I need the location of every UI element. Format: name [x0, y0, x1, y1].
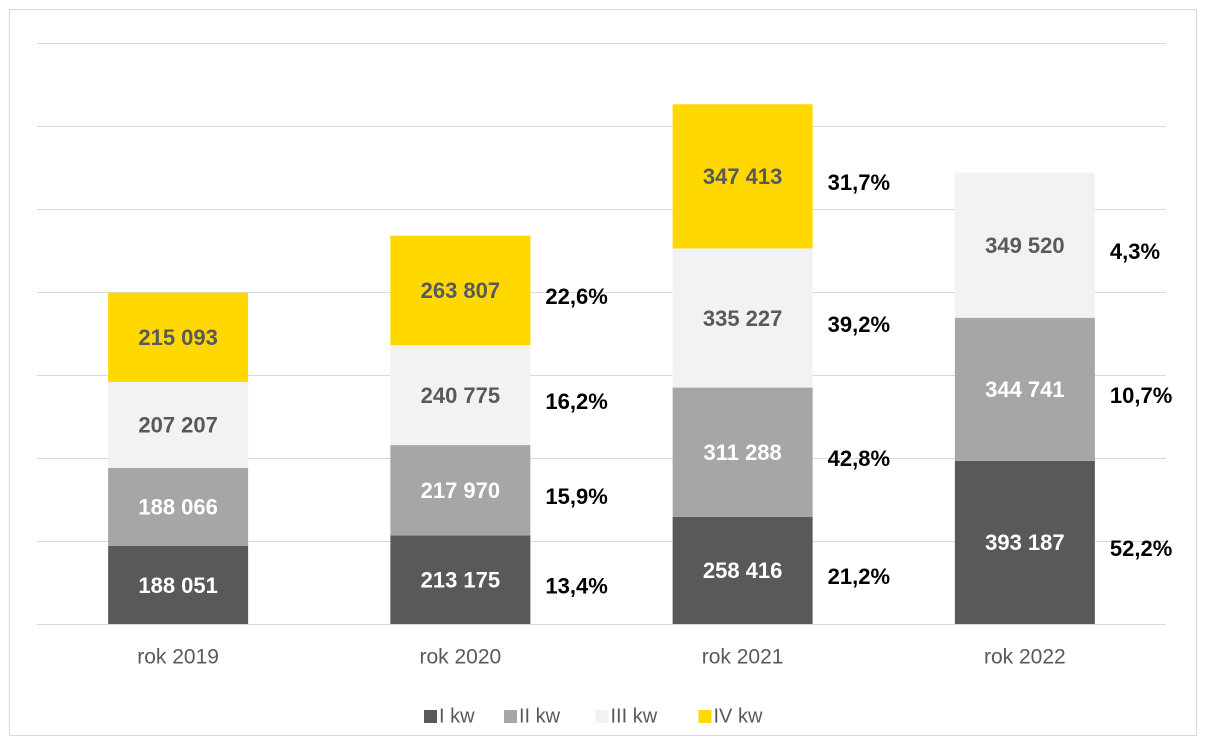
data-label: 347 413: [703, 164, 783, 189]
legend-swatch: [698, 710, 712, 723]
data-label: 217 970: [421, 478, 501, 503]
bar-segment: [390, 345, 531, 446]
legend-swatch: [595, 710, 609, 723]
bar-segment: [672, 516, 813, 624]
legend-label: I kw: [439, 705, 475, 727]
change-label: 22,6%: [545, 284, 607, 309]
data-label: 344 741: [985, 377, 1065, 402]
legend-swatch: [424, 710, 437, 723]
legend-label: IV kw: [714, 705, 763, 727]
legend-swatch: [504, 710, 517, 723]
legend-label: II kw: [519, 705, 561, 727]
data-label: 240 775: [421, 383, 501, 408]
change-label: 13,4%: [545, 574, 607, 599]
data-label: 335 227: [703, 306, 783, 331]
x-tick-label: rok 2021: [702, 646, 784, 669]
bar-segment: [108, 381, 249, 468]
change-label: 42,8%: [828, 446, 890, 471]
bar-segment: [672, 104, 813, 249]
bar-segment: [108, 545, 249, 624]
change-label: 21,2%: [828, 564, 890, 589]
bar-segment: [390, 235, 531, 346]
bar-segment: [672, 387, 813, 517]
change-label: 39,2%: [828, 312, 890, 337]
data-label: 263 807: [421, 278, 501, 303]
bar-segment: [390, 445, 531, 536]
change-label: 52,2%: [1110, 536, 1172, 561]
change-label: 4,3%: [1110, 239, 1160, 264]
legend-label: III kw: [611, 705, 658, 727]
bar-segment: [954, 172, 1095, 318]
bar-segment: [108, 292, 249, 382]
x-tick-label: rok 2022: [984, 646, 1066, 669]
x-tick-label: rok 2019: [137, 646, 219, 669]
data-label: 213 175: [421, 568, 501, 593]
change-label: 10,7%: [1110, 383, 1172, 408]
data-label: 258 416: [703, 558, 783, 583]
x-tick-label: rok 2020: [420, 646, 502, 669]
data-label: 349 520: [985, 233, 1065, 258]
data-label: 207 207: [138, 413, 218, 438]
data-label: 311 288: [703, 440, 781, 465]
data-label: 188 051: [138, 573, 218, 598]
bar-segment: [954, 460, 1095, 624]
data-label: 188 066: [138, 495, 218, 520]
bar-segment: [390, 535, 531, 624]
change-label: 31,7%: [828, 170, 890, 195]
bar-segment: [954, 317, 1095, 461]
bar-segment: [672, 248, 813, 388]
change-label: 15,9%: [545, 484, 607, 509]
bar-segment: [108, 467, 249, 546]
data-label: 393 187: [985, 530, 1065, 555]
change-label: 16,2%: [545, 389, 607, 414]
data-label: 215 093: [138, 325, 218, 350]
